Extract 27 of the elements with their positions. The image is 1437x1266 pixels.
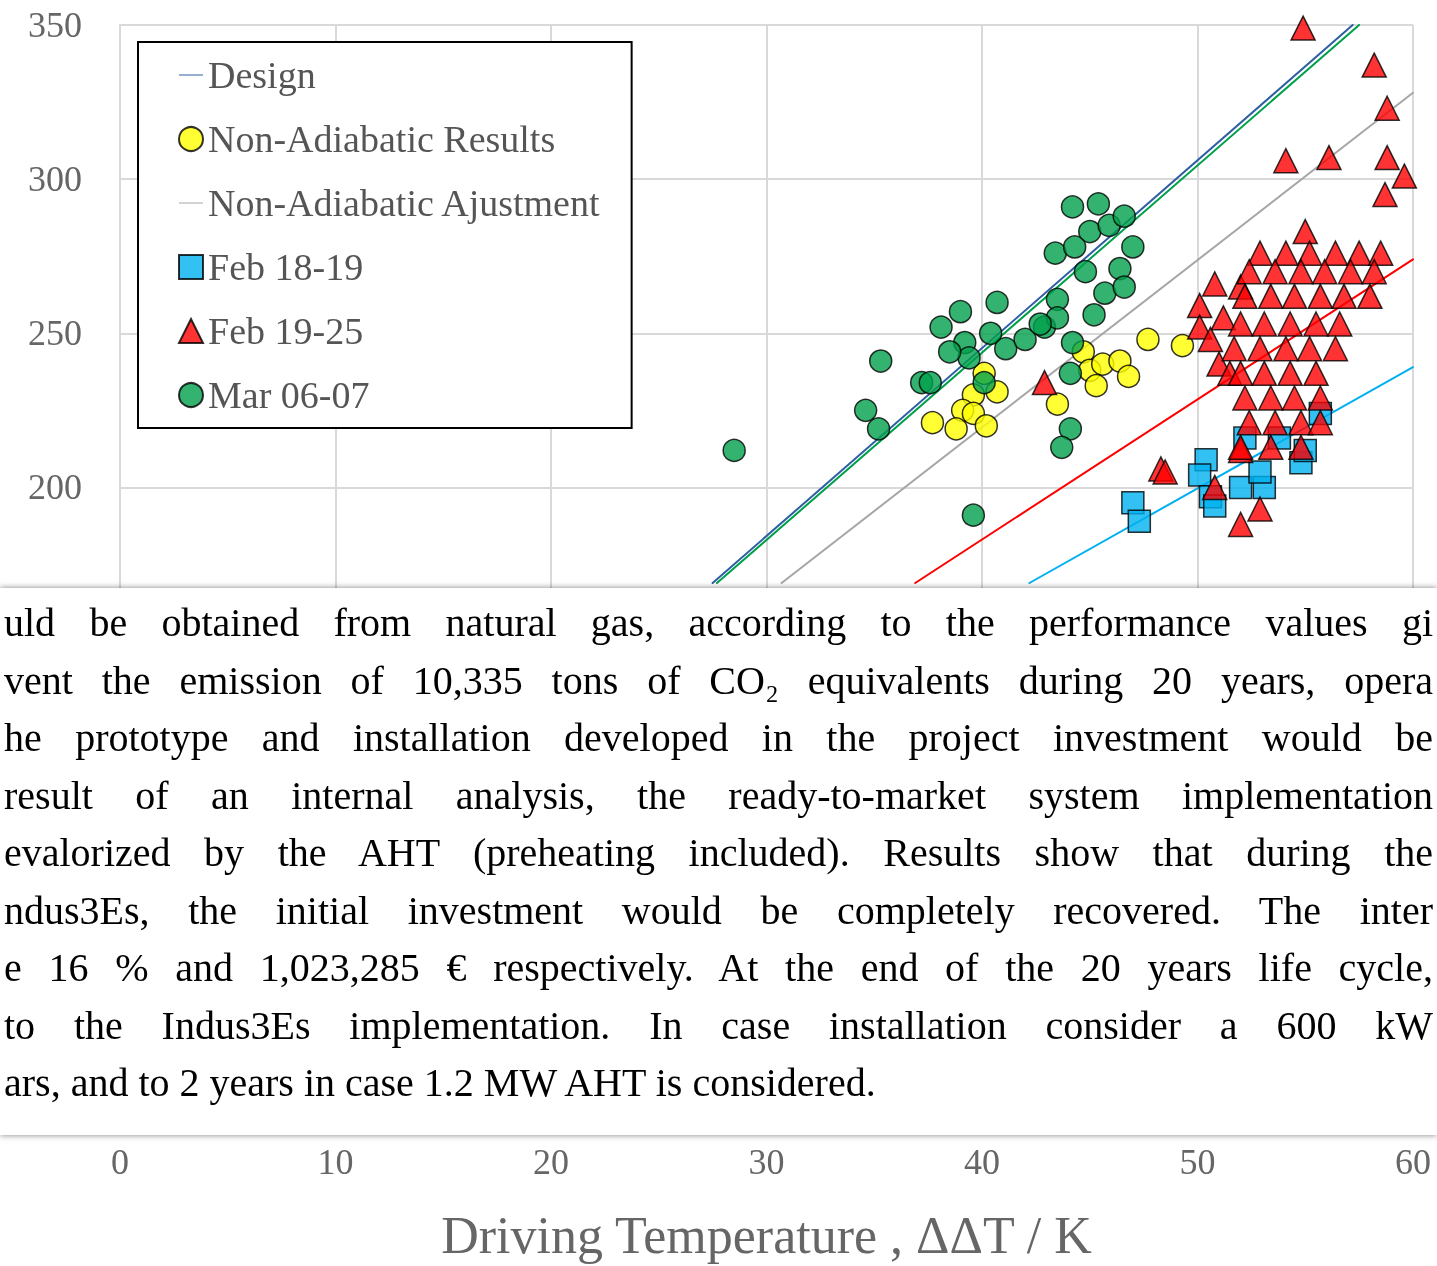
x-tick-label: 0 [111, 1142, 129, 1182]
legend-label: Mar 06-07 [208, 374, 370, 416]
x-tick-label: 10 [317, 1142, 354, 1182]
x-tick-label: 60 [1395, 1142, 1431, 1182]
x-axis-title: Driving Temperature , ΔΔT / K [441, 1206, 1093, 1264]
y-tick-label: 250 [28, 313, 82, 354]
legend-label: Feb 18-19 [208, 246, 364, 288]
annotation: to the Indus3Es implementation. In case installation consider a 600 kW [4, 1001, 1433, 1050]
annotation: ndus3Es, the initial investment would be completely recovered. The inter [4, 886, 1433, 935]
annotation: evalorized by the AHT (preheating included). Results show that during the [4, 829, 1433, 877]
annotation: ars, and to 2 years in case 1.2 MW AHT is considered. [4, 1059, 877, 1107]
y-tick-label: 350 [28, 5, 82, 45]
x-tick-label: 30 [748, 1142, 785, 1182]
x-tick-label: 50 [1179, 1142, 1216, 1182]
legend-label: Non-Adiabatic Results [208, 118, 556, 160]
annotation: uld be obtained from natural gas, according to the performance values gi [4, 599, 1433, 647]
annotation: e 16 % and 1,023,285 € respectively. At the end of the 20 years life cycle, [4, 944, 1433, 992]
legend-label: Non-Adiabatic Ajustment [208, 182, 600, 224]
legend-label: Design [208, 54, 316, 96]
legend-label: Feb 19-25 [208, 310, 364, 352]
x-tick-label: 40 [964, 1142, 1000, 1182]
annotation: vent the emission of 10,335 tons of CO₂ equivalents during 20 years, opera [4, 656, 1433, 705]
x-tick-label: 20 [533, 1142, 569, 1182]
y-tick-label: 300 [28, 159, 82, 200]
y-tick-label: 200 [28, 467, 82, 508]
annotation: result of an internal analysis, the ready-to-market system implementation [4, 771, 1433, 820]
annotation: he prototype and installation developed in the project investment would be [4, 714, 1433, 762]
